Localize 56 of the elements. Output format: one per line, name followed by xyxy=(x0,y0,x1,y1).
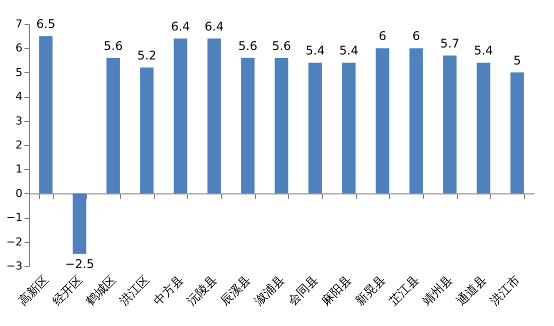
data-label: 5.4 xyxy=(306,44,325,58)
data-label: 5 xyxy=(513,53,521,68)
x-tick-label: 新晃县 xyxy=(352,272,388,308)
bar xyxy=(510,72,524,194)
x-tick-label: 通道县 xyxy=(454,272,489,308)
bar xyxy=(174,38,188,194)
data-label: 5.6 xyxy=(272,38,292,53)
x-tick-label: 辰溪县 xyxy=(218,272,254,308)
data-label: −2.5 xyxy=(64,256,94,271)
bar xyxy=(140,68,154,194)
bar xyxy=(443,55,457,194)
y-tick-label: 2 xyxy=(16,138,22,152)
x-tick-label: 溆浦县 xyxy=(252,272,287,308)
x-tick-label: 经开区 xyxy=(50,272,85,308)
y-tick-label: −1 xyxy=(6,211,22,224)
bar xyxy=(476,62,490,194)
data-label: 5.4 xyxy=(339,44,358,58)
data-label: 5.2 xyxy=(137,48,156,63)
data-label: 5.6 xyxy=(238,38,258,53)
bar xyxy=(72,193,86,254)
y-tick-label: −2 xyxy=(6,235,22,248)
bar xyxy=(308,62,322,194)
bar xyxy=(106,58,120,194)
bar xyxy=(409,48,423,194)
x-tick-label: 靖州县 xyxy=(420,272,456,308)
y-tick-label: 3 xyxy=(16,114,22,128)
data-label: 6.4 xyxy=(204,20,224,34)
y-tick-label: 1 xyxy=(16,162,22,176)
data-label: 6 xyxy=(378,29,386,44)
x-tick-label: 高新区 xyxy=(16,272,52,308)
x-tick-label: 芷江县 xyxy=(386,272,422,308)
bar xyxy=(241,58,255,194)
y-tick-label: 5 xyxy=(16,66,22,79)
x-tick-label: 洪江市 xyxy=(487,272,523,308)
y-tick-label: 0 xyxy=(16,186,22,200)
bar xyxy=(342,62,356,194)
data-label: 5.7 xyxy=(440,36,460,50)
x-tick-label: 中方县 xyxy=(150,272,186,308)
bar xyxy=(39,36,53,194)
x-tick-label: 沅陵县 xyxy=(184,272,220,308)
y-tick-label: 4 xyxy=(16,90,22,104)
y-tick-label: −3 xyxy=(6,260,22,272)
y-tick-label: 6 xyxy=(16,42,22,55)
x-tick-label: 洪江区 xyxy=(116,272,152,308)
data-label: 6.4 xyxy=(170,20,190,34)
bar xyxy=(207,38,221,194)
data-label: 5.4 xyxy=(474,44,494,58)
data-label: 5.6 xyxy=(104,38,123,53)
data-label: 6.5 xyxy=(36,17,56,32)
bar xyxy=(274,58,288,194)
x-tick-label: 会同县 xyxy=(285,272,321,308)
x-tick-label: 麻阳县 xyxy=(318,272,354,308)
data-label: 6 xyxy=(412,29,420,44)
y-tick-label: 7 xyxy=(16,18,22,30)
x-tick-label: 鹤城区 xyxy=(83,272,119,308)
bar xyxy=(376,48,390,194)
